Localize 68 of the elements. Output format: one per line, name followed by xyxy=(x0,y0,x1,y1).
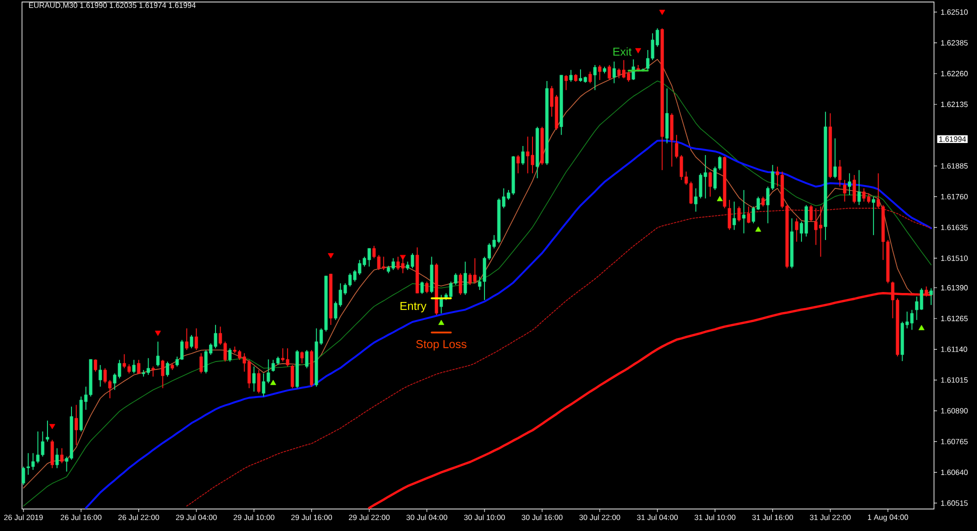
candlestick xyxy=(290,364,294,389)
candlestick xyxy=(612,61,616,84)
candlestick xyxy=(742,190,746,234)
candlestick xyxy=(151,366,155,378)
candlestick xyxy=(185,328,188,350)
candlestick xyxy=(746,206,750,224)
candlestick xyxy=(458,272,462,296)
series-label: Entry xyxy=(400,302,426,312)
candlestick xyxy=(464,261,467,296)
candlestick xyxy=(440,294,443,314)
point xyxy=(270,380,276,386)
candlestick xyxy=(795,218,798,242)
candlestick xyxy=(98,364,102,388)
candlestick xyxy=(843,179,846,202)
candlestick xyxy=(194,328,198,350)
candlestick xyxy=(425,281,428,294)
candlestick xyxy=(833,138,837,179)
candlestick xyxy=(190,334,194,349)
candlestick xyxy=(608,64,611,80)
point xyxy=(755,226,762,232)
candlestick xyxy=(137,359,140,374)
candlestick xyxy=(857,170,861,206)
candlestick xyxy=(252,366,256,392)
candlestick xyxy=(156,341,160,367)
candlestick xyxy=(848,172,852,196)
point xyxy=(659,10,666,15)
candlestick xyxy=(22,466,26,486)
candlestick xyxy=(569,69,573,82)
candlestick xyxy=(809,204,813,222)
candlestick xyxy=(838,160,842,188)
point xyxy=(154,330,161,336)
point xyxy=(716,196,723,202)
candlestick xyxy=(521,146,525,166)
candlestick xyxy=(46,420,50,442)
candlestick xyxy=(257,369,260,394)
candlestick xyxy=(593,64,597,91)
point xyxy=(438,320,444,325)
candlestick xyxy=(166,361,170,378)
candlestick xyxy=(300,351,304,364)
point xyxy=(635,48,642,54)
candlestick xyxy=(161,359,164,389)
candlestick xyxy=(708,171,712,198)
candlestick xyxy=(929,288,933,306)
candlestick xyxy=(420,281,424,294)
candlestick xyxy=(94,358,98,372)
candlestick xyxy=(305,350,308,369)
candlestick xyxy=(737,206,741,222)
point xyxy=(328,253,334,258)
candlestick xyxy=(516,154,520,174)
candlestick xyxy=(761,196,765,207)
candlestick xyxy=(60,448,64,464)
candlestick xyxy=(564,74,568,91)
candlestick xyxy=(132,359,136,374)
series-label: Exit xyxy=(613,47,632,56)
candlestick xyxy=(228,348,232,362)
candlestick xyxy=(74,404,78,446)
candlestick xyxy=(732,201,736,230)
candlestick xyxy=(728,199,732,230)
candlestick xyxy=(200,352,203,374)
candlestick xyxy=(50,439,54,469)
point xyxy=(918,324,924,330)
candlestick xyxy=(588,71,592,84)
candlestick xyxy=(872,196,876,236)
candlestick xyxy=(55,448,59,469)
candlestick xyxy=(852,174,856,204)
candlestick xyxy=(632,58,636,80)
candlestick xyxy=(598,64,602,80)
series-label: Stop Loss xyxy=(416,340,466,350)
